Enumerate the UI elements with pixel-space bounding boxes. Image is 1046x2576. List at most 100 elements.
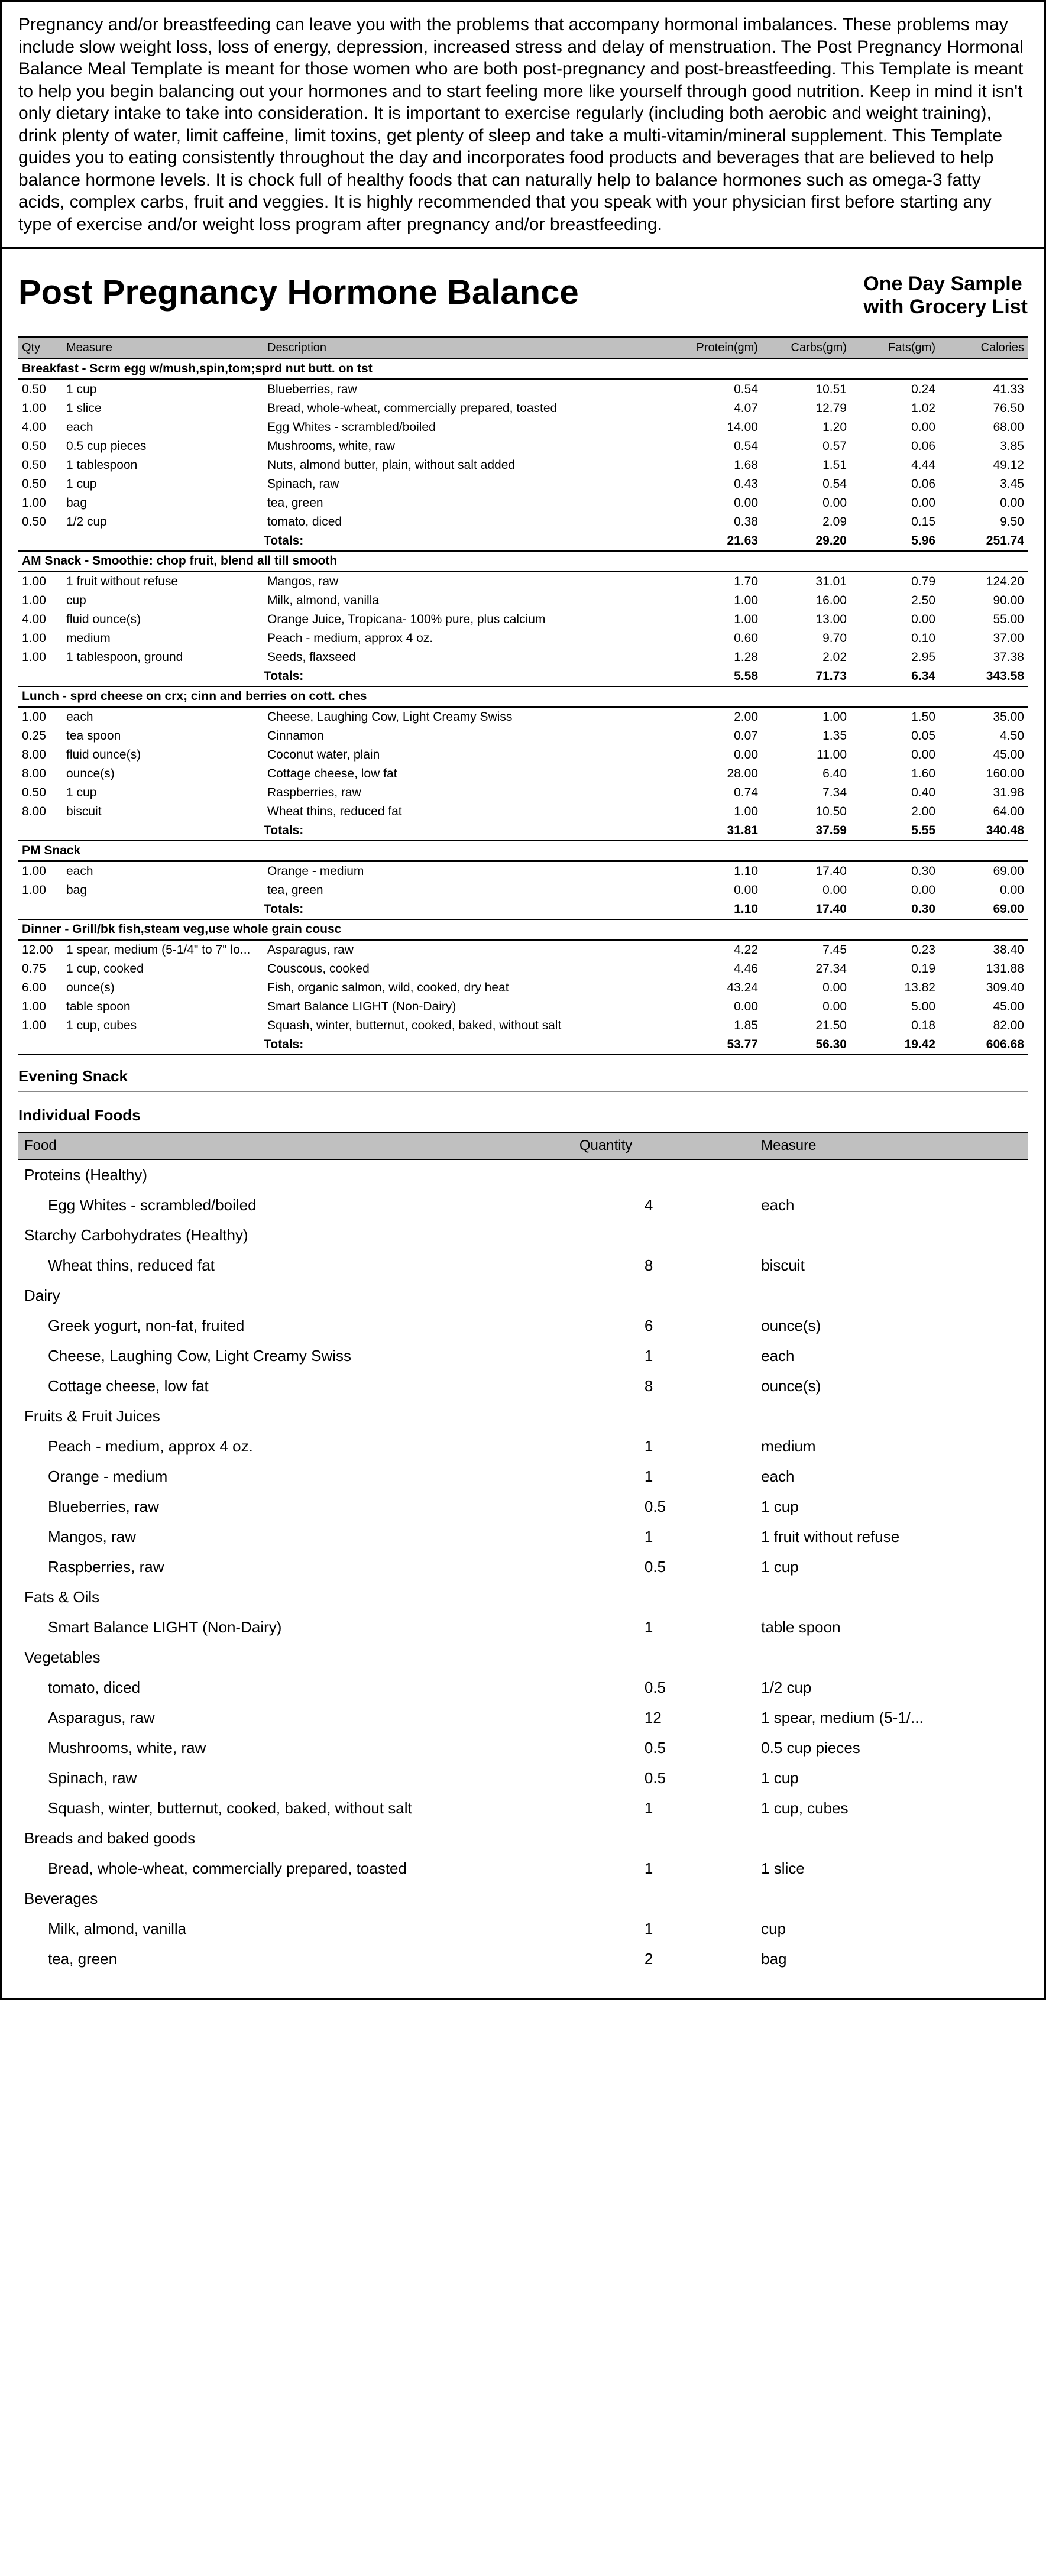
totals-label: Totals: — [264, 1035, 673, 1055]
grocery-qty: 6 — [574, 1311, 755, 1341]
grocery-measure: 1 fruit without refuse — [755, 1522, 1028, 1552]
meal-section-header: PM Snack — [18, 841, 1028, 861]
totals-cell: 17.40 — [762, 900, 850, 919]
grocery-measure: 1 cup, cubes — [755, 1793, 1028, 1823]
meal-cell: 0.50 — [18, 437, 63, 456]
grocery-item: Spinach, raw0.51 cup — [18, 1763, 1028, 1793]
grocery-category-name: Breads and baked goods — [18, 1823, 1028, 1854]
meal-row: 4.00fluid ounce(s)Orange Juice, Tropican… — [18, 610, 1028, 629]
grocery-item: Cheese, Laughing Cow, Light Creamy Swiss… — [18, 1341, 1028, 1371]
grocery-food: Egg Whites - scrambled/boiled — [18, 1190, 574, 1220]
col-g-qty: Quantity — [574, 1132, 755, 1159]
meal-cell: 0.00 — [673, 881, 762, 900]
meal-cell: 64.00 — [939, 802, 1028, 821]
grocery-food: Milk, almond, vanilla — [18, 1914, 574, 1944]
grocery-measure: 1 slice — [755, 1854, 1028, 1884]
grocery-food: Mushrooms, white, raw — [18, 1733, 574, 1763]
meal-row: 1.00eachOrange - medium1.1017.400.3069.0… — [18, 861, 1028, 882]
totals-label: Totals: — [264, 821, 673, 841]
meal-cell: 0.19 — [850, 960, 939, 978]
meal-cell: 4.50 — [939, 727, 1028, 746]
grocery-item: Mangos, raw11 fruit without refuse — [18, 1522, 1028, 1552]
meal-cell: 4.00 — [18, 418, 63, 437]
grocery-measure: 1 cup — [755, 1492, 1028, 1522]
meal-cell: 7.34 — [762, 783, 850, 802]
meal-section-header: AM Snack - Smoothie: chop fruit, blend a… — [18, 551, 1028, 572]
col-protein: Protein(gm) — [673, 337, 762, 359]
meal-cell: 37.38 — [939, 648, 1028, 667]
page-title: Post Pregnancy Hormone Balance — [18, 273, 579, 312]
meal-cell: 3.85 — [939, 437, 1028, 456]
grocery-measure: each — [755, 1462, 1028, 1492]
intro-text: Pregnancy and/or breastfeeding can leave… — [18, 14, 1028, 235]
meal-cell: tomato, diced — [264, 513, 673, 532]
meal-cell: 8.00 — [18, 746, 63, 764]
grocery-measure: table spoon — [755, 1612, 1028, 1642]
totals-label: Totals: — [264, 667, 673, 686]
meal-cell: 0.07 — [673, 727, 762, 746]
meal-cell: 4.07 — [673, 399, 762, 418]
meal-cell: Orange Juice, Tropicana- 100% pure, plus… — [264, 610, 673, 629]
meal-cell: medium — [63, 629, 264, 648]
meal-cell: 43.24 — [673, 978, 762, 997]
meal-cell: 12.00 — [18, 940, 63, 960]
meal-cell: 28.00 — [673, 764, 762, 783]
grocery-category: Beverages — [18, 1884, 1028, 1914]
grocery-item: Orange - medium1each — [18, 1462, 1028, 1492]
meal-cell: 69.00 — [939, 861, 1028, 882]
grocery-item: Egg Whites - scrambled/boiled4each — [18, 1190, 1028, 1220]
totals-cell: 251.74 — [939, 532, 1028, 551]
evening-snack-header: Evening Snack — [18, 1055, 1028, 1092]
intro-box: Pregnancy and/or breastfeeding can leave… — [2, 2, 1044, 249]
grocery-food: tea, green — [18, 1944, 574, 1974]
col-cal: Calories — [939, 337, 1028, 359]
grocery-qty: 0.5 — [574, 1552, 755, 1582]
meal-row: 12.001 spear, medium (5-1/4" to 7" lo...… — [18, 940, 1028, 960]
grocery-measure: cup — [755, 1914, 1028, 1944]
meal-totals-row: Totals:53.7756.3019.42606.68 — [18, 1035, 1028, 1055]
grocery-qty: 1 — [574, 1914, 755, 1944]
meal-cell: Spinach, raw — [264, 475, 673, 494]
meal-cell: ounce(s) — [63, 764, 264, 783]
meal-cell: Wheat thins, reduced fat — [264, 802, 673, 821]
meal-cell: bag — [63, 881, 264, 900]
meal-row: 4.00eachEgg Whites - scrambled/boiled14.… — [18, 418, 1028, 437]
grocery-food: Asparagus, raw — [18, 1703, 574, 1733]
meal-cell: Cottage cheese, low fat — [264, 764, 673, 783]
meal-cell: 0.05 — [850, 727, 939, 746]
totals-label: Totals: — [264, 532, 673, 551]
meal-table-header: Qty Measure Description Protein(gm) Carb… — [18, 337, 1028, 359]
totals-cell: 343.58 — [939, 667, 1028, 686]
grocery-category-name: Proteins (Healthy) — [18, 1159, 1028, 1190]
meal-cell: 1 cup — [63, 475, 264, 494]
meal-cell: 4.00 — [18, 610, 63, 629]
grocery-measure: 1/2 cup — [755, 1673, 1028, 1703]
grocery-food: tomato, diced — [18, 1673, 574, 1703]
grocery-category: Dairy — [18, 1281, 1028, 1311]
meal-cell: 1.68 — [673, 456, 762, 475]
meal-cell: 68.00 — [939, 418, 1028, 437]
grocery-qty: 8 — [574, 1250, 755, 1281]
meal-cell: 1.00 — [18, 997, 63, 1016]
col-measure: Measure — [63, 337, 264, 359]
meal-cell: table spoon — [63, 997, 264, 1016]
meal-cell: 2.50 — [850, 591, 939, 610]
meal-cell: 21.50 — [762, 1016, 850, 1035]
meal-cell: 6.40 — [762, 764, 850, 783]
totals-cell: 5.58 — [673, 667, 762, 686]
totals-cell: 5.96 — [850, 532, 939, 551]
grocery-qty: 4 — [574, 1190, 755, 1220]
grocery-item: Smart Balance LIGHT (Non-Dairy)1table sp… — [18, 1612, 1028, 1642]
subtitle-line2: with Grocery List — [863, 296, 1028, 319]
meal-cell: 1.51 — [762, 456, 850, 475]
grocery-item: Squash, winter, butternut, cooked, baked… — [18, 1793, 1028, 1823]
totals-cell: 71.73 — [762, 667, 850, 686]
meal-section-name: PM Snack — [18, 841, 1028, 861]
meal-cell: 1.20 — [762, 418, 850, 437]
grocery-item: Milk, almond, vanilla1cup — [18, 1914, 1028, 1944]
grocery-measure: 1 cup — [755, 1763, 1028, 1793]
meal-cell: tea spoon — [63, 727, 264, 746]
meal-section-header: Dinner - Grill/bk fish,steam veg,use who… — [18, 919, 1028, 940]
meal-cell: Mangos, raw — [264, 572, 673, 592]
meal-row: 1.001 sliceBread, whole-wheat, commercia… — [18, 399, 1028, 418]
